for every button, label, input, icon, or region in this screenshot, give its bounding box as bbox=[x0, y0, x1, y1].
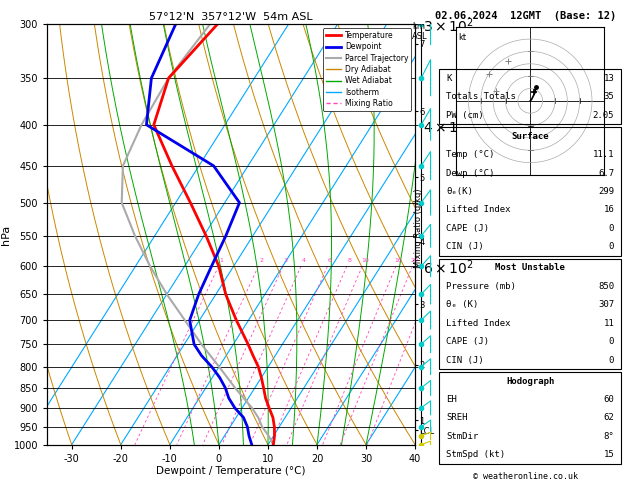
Legend: Temperature, Dewpoint, Parcel Trajectory, Dry Adiabat, Wet Adiabat, Isotherm, Mi: Temperature, Dewpoint, Parcel Trajectory… bbox=[323, 28, 411, 111]
Text: 3: 3 bbox=[284, 258, 287, 263]
Text: 8°: 8° bbox=[603, 432, 614, 441]
Text: SREH: SREH bbox=[447, 414, 468, 422]
Text: Mixing Ratio (g/kg): Mixing Ratio (g/kg) bbox=[414, 189, 423, 268]
Text: 10: 10 bbox=[361, 258, 369, 263]
Text: CIN (J): CIN (J) bbox=[447, 243, 484, 251]
Text: Totals Totals: Totals Totals bbox=[447, 92, 516, 101]
Text: 62: 62 bbox=[603, 414, 614, 422]
Title: 57°12'N  357°12'W  54m ASL: 57°12'N 357°12'W 54m ASL bbox=[149, 12, 313, 22]
Text: K: K bbox=[447, 74, 452, 83]
Text: PW (cm): PW (cm) bbox=[447, 111, 484, 120]
Text: 299: 299 bbox=[598, 187, 614, 196]
Text: 60: 60 bbox=[603, 395, 614, 404]
Text: EH: EH bbox=[447, 395, 457, 404]
Text: 16: 16 bbox=[603, 206, 614, 214]
Text: Lifted Index: Lifted Index bbox=[447, 319, 511, 328]
Text: θₑ (K): θₑ (K) bbox=[447, 300, 479, 309]
Text: 2: 2 bbox=[259, 258, 263, 263]
Text: 2.05: 2.05 bbox=[593, 111, 614, 120]
Text: kt: kt bbox=[459, 33, 467, 42]
Text: Hodograph: Hodograph bbox=[506, 377, 554, 385]
Text: 1: 1 bbox=[220, 258, 223, 263]
Text: 16: 16 bbox=[394, 258, 402, 263]
Text: 6.7: 6.7 bbox=[598, 169, 614, 177]
Text: 11.1: 11.1 bbox=[593, 150, 614, 159]
Text: Most Unstable: Most Unstable bbox=[495, 263, 565, 272]
Text: StmDir: StmDir bbox=[447, 432, 479, 441]
Text: 20: 20 bbox=[411, 258, 419, 263]
Text: 15: 15 bbox=[603, 451, 614, 459]
Text: 13: 13 bbox=[603, 74, 614, 83]
Text: Surface: Surface bbox=[511, 132, 549, 140]
Text: Pressure (mb): Pressure (mb) bbox=[447, 282, 516, 291]
Y-axis label: hPa: hPa bbox=[1, 225, 11, 244]
Text: 0: 0 bbox=[609, 243, 614, 251]
Text: 6: 6 bbox=[328, 258, 332, 263]
Text: θₑ(K): θₑ(K) bbox=[447, 187, 473, 196]
Text: km
ASL: km ASL bbox=[412, 22, 428, 41]
Text: 0: 0 bbox=[609, 356, 614, 364]
Text: 0: 0 bbox=[609, 337, 614, 346]
Text: 0: 0 bbox=[609, 224, 614, 233]
Text: © weatheronline.co.uk: © weatheronline.co.uk bbox=[473, 472, 577, 481]
X-axis label: Dewpoint / Temperature (°C): Dewpoint / Temperature (°C) bbox=[157, 467, 306, 476]
Text: Lifted Index: Lifted Index bbox=[447, 206, 511, 214]
Text: Dewp (°C): Dewp (°C) bbox=[447, 169, 495, 177]
Text: 35: 35 bbox=[603, 92, 614, 101]
Text: 11: 11 bbox=[603, 319, 614, 328]
Text: 8: 8 bbox=[347, 258, 351, 263]
Text: CAPE (J): CAPE (J) bbox=[447, 337, 489, 346]
Text: Temp (°C): Temp (°C) bbox=[447, 150, 495, 159]
Text: 4: 4 bbox=[301, 258, 306, 263]
Text: 307: 307 bbox=[598, 300, 614, 309]
Text: StmSpd (kt): StmSpd (kt) bbox=[447, 451, 506, 459]
Text: CAPE (J): CAPE (J) bbox=[447, 224, 489, 233]
Text: 850: 850 bbox=[598, 282, 614, 291]
Text: 02.06.2024  12GMT  (Base: 12): 02.06.2024 12GMT (Base: 12) bbox=[435, 11, 616, 21]
Text: CIN (J): CIN (J) bbox=[447, 356, 484, 364]
